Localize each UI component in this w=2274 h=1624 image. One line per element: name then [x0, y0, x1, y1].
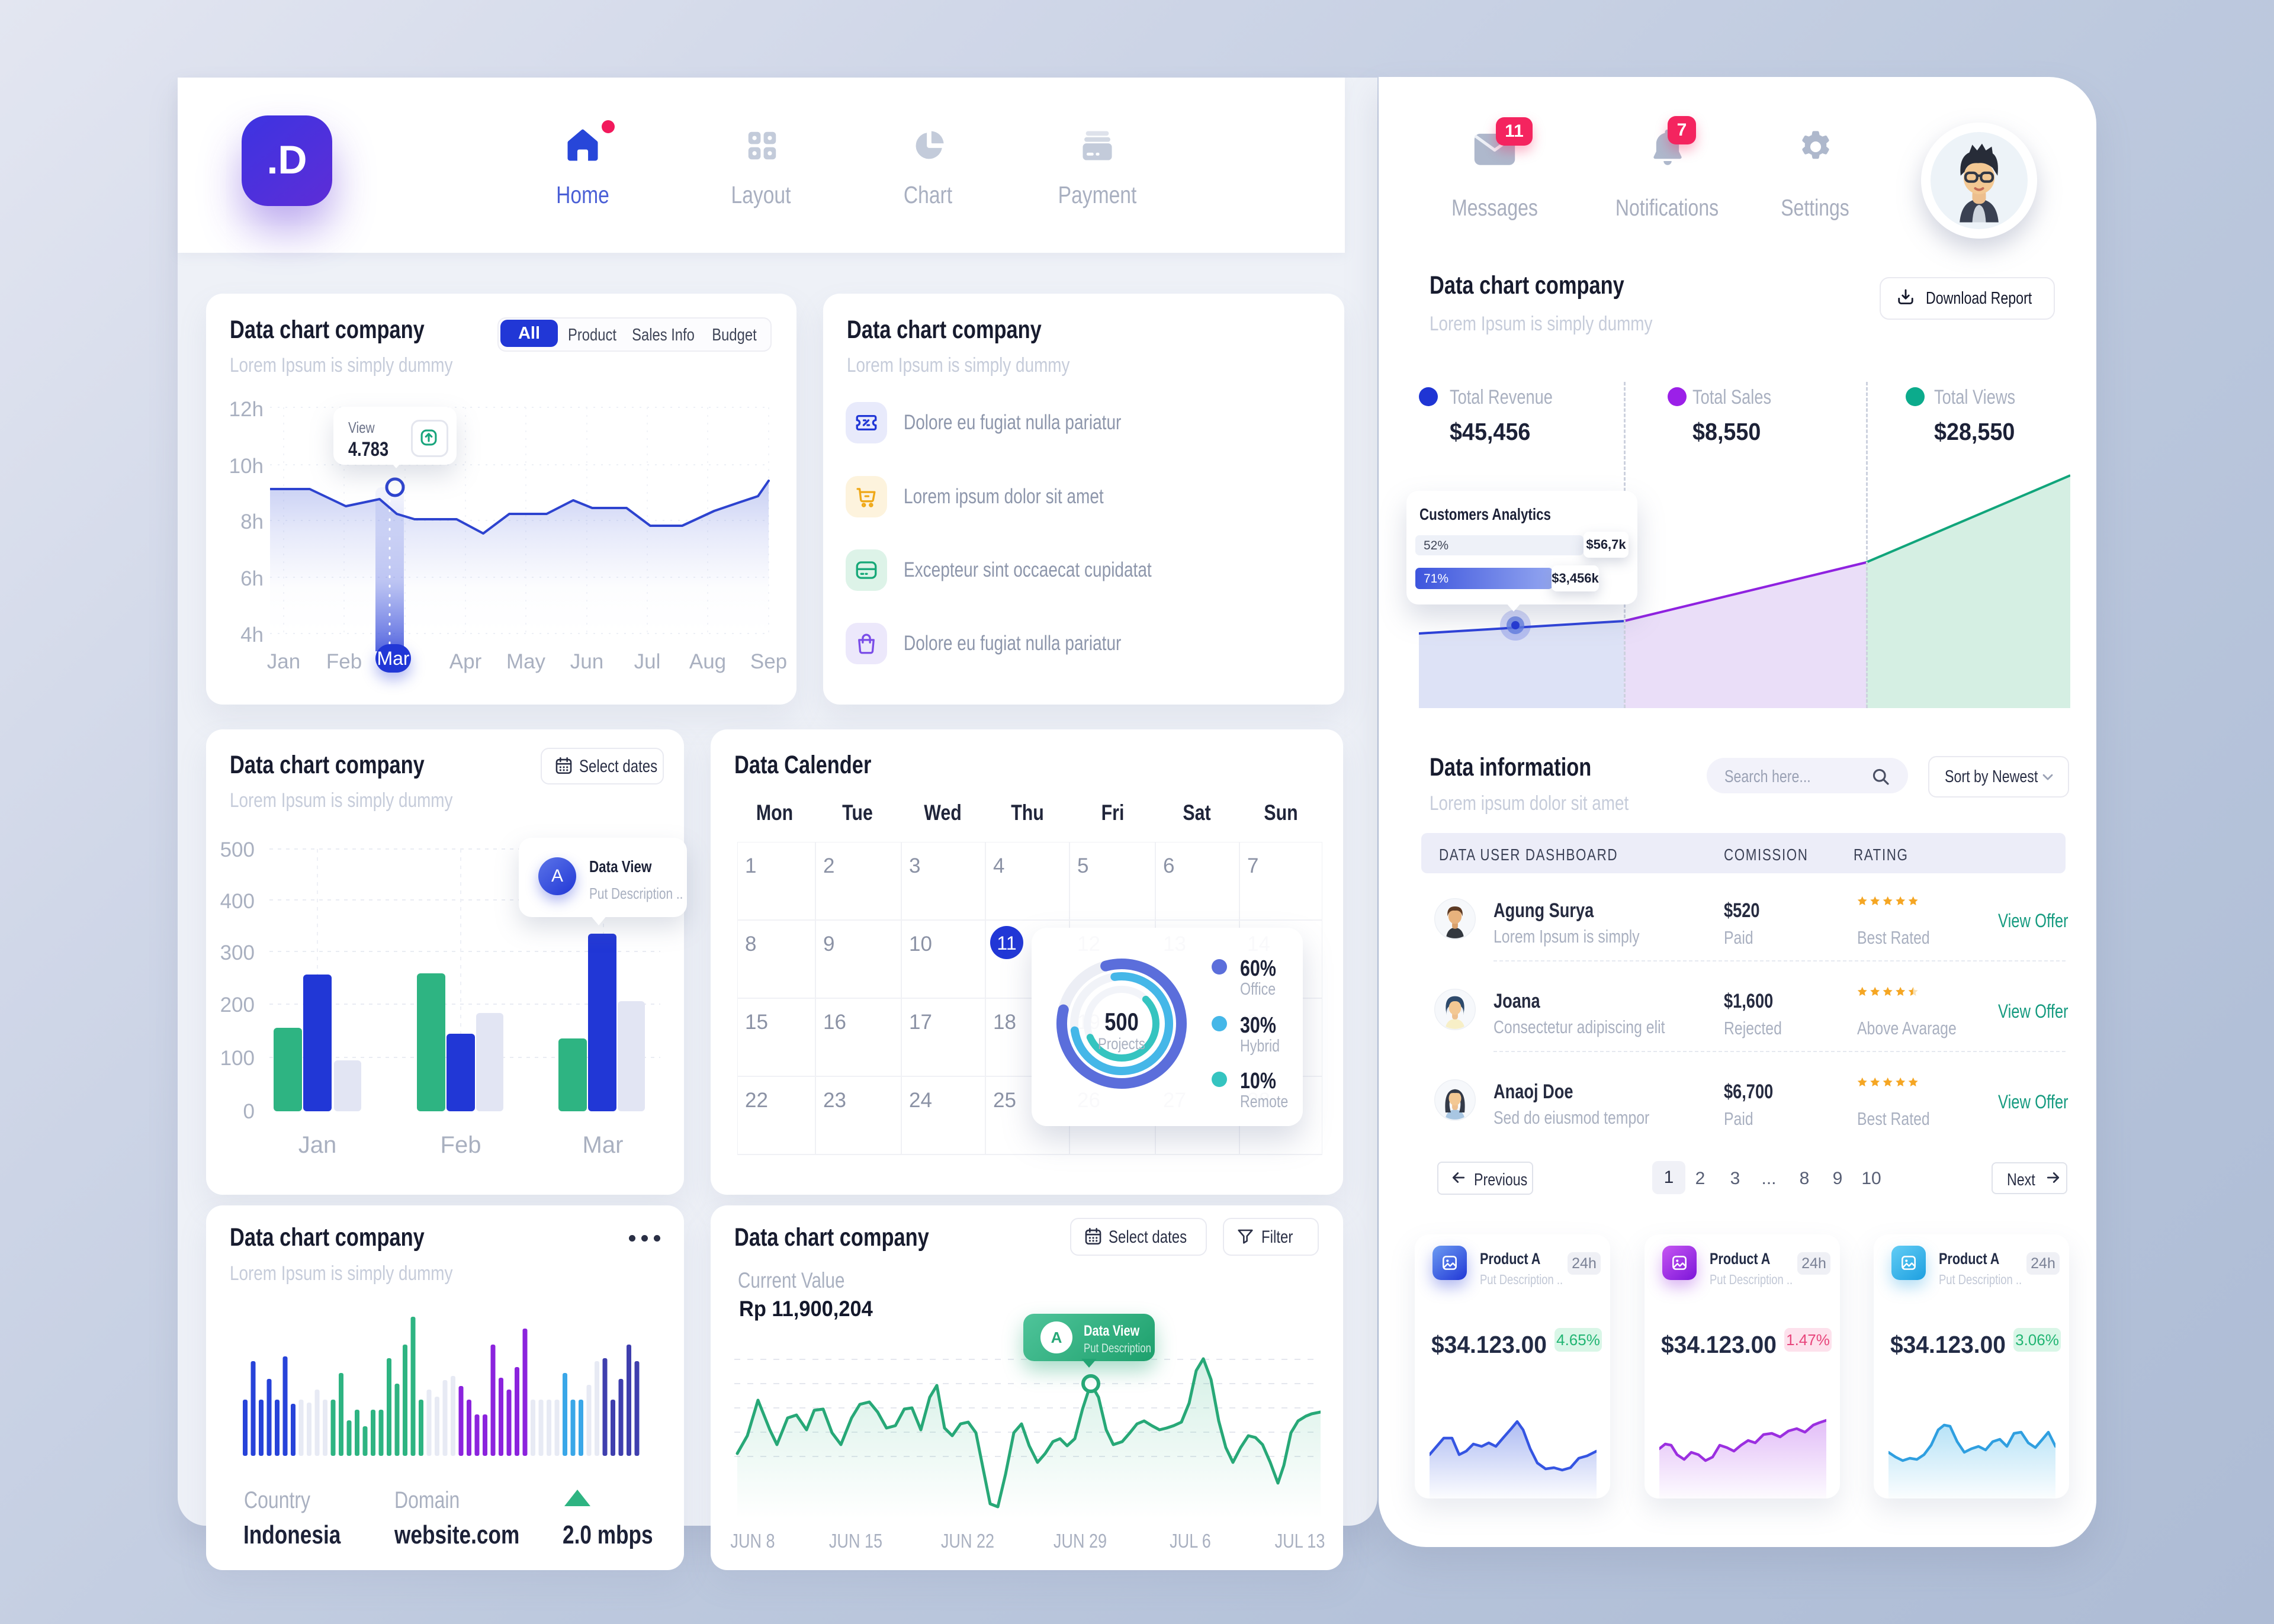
svg-text:16: 16 — [823, 1011, 846, 1034]
svg-text:25: 25 — [993, 1089, 1016, 1112]
svg-text:3: 3 — [909, 854, 920, 877]
svg-text:5: 5 — [1077, 854, 1088, 877]
svg-text:24: 24 — [909, 1089, 932, 1112]
svg-text:23: 23 — [823, 1089, 846, 1112]
svg-text:8: 8 — [745, 932, 756, 956]
svg-text:10: 10 — [909, 932, 932, 956]
svg-text:1: 1 — [745, 854, 756, 877]
svg-text:9: 9 — [823, 932, 834, 956]
svg-text:4: 4 — [993, 854, 1004, 877]
svg-text:11: 11 — [997, 932, 1016, 954]
svg-text:18: 18 — [993, 1011, 1016, 1034]
svg-text:15: 15 — [745, 1011, 768, 1034]
svg-text:22: 22 — [745, 1089, 768, 1112]
svg-text:6: 6 — [1163, 854, 1174, 877]
svg-text:17: 17 — [909, 1011, 932, 1034]
svg-text:2: 2 — [823, 854, 834, 877]
svg-text:7: 7 — [1247, 854, 1258, 877]
